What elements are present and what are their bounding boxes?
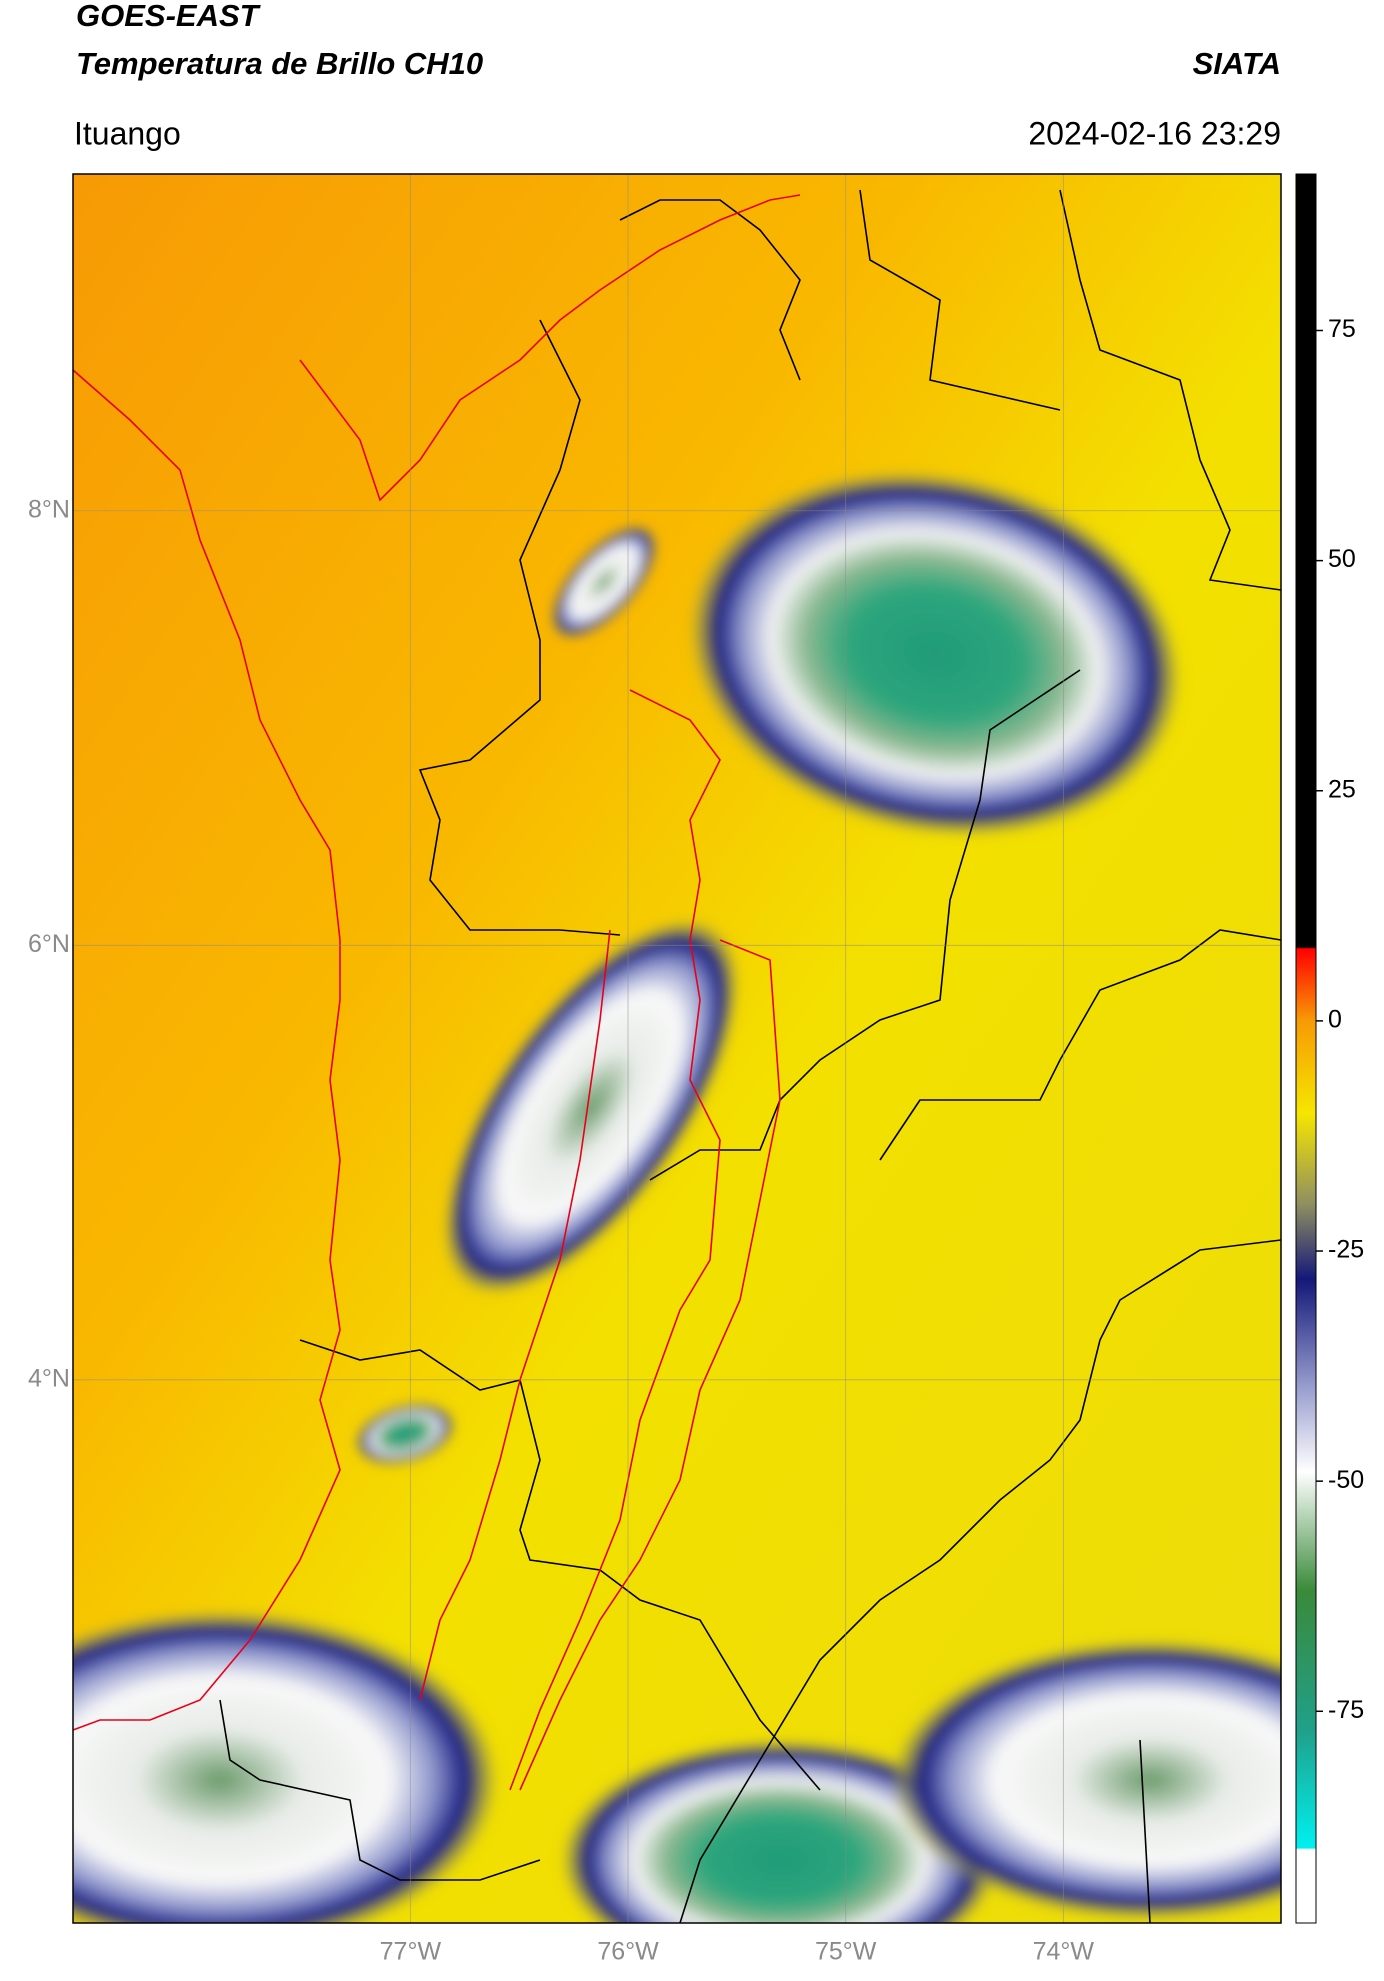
borders	[219, 189, 1281, 1923]
border	[299, 1339, 821, 1791]
x-tick-label: 74°W	[1033, 1938, 1095, 1966]
colorbar-tick-label: 50	[1328, 545, 1356, 573]
subtitle: Temperatura de Brillo CH10	[76, 46, 483, 81]
axes: 77°W 76°W 75°W 74°W 8°N 6°N 4°N 75 50 25 0 -25 -50 -7…	[28, 315, 1364, 1966]
map	[73, 174, 1281, 1923]
y-tick-label: 6°N	[28, 930, 70, 958]
timestamp: 2024-02-16 23:29	[1028, 115, 1281, 151]
x-tick-label: 76°W	[597, 1938, 659, 1966]
cloud	[356, 1404, 454, 1464]
y-tick-label: 8°N	[28, 495, 70, 523]
colorbar-tick-label: 0	[1328, 1005, 1342, 1033]
border	[219, 1699, 541, 1881]
cloud	[442, 918, 740, 1296]
border	[879, 929, 1281, 1161]
cloud	[551, 525, 657, 639]
border	[679, 1239, 1281, 1923]
cloud	[560, 1740, 1000, 1923]
river	[419, 929, 611, 1701]
source: SIATA	[1193, 46, 1281, 81]
cloud	[73, 1610, 500, 1923]
border	[1059, 189, 1281, 591]
colorbar-tick-label: -50	[1328, 1466, 1364, 1494]
border	[649, 669, 1081, 1181]
border	[418, 319, 621, 936]
coastline	[73, 369, 341, 1731]
colorbar	[1295, 173, 1317, 1924]
river	[509, 689, 721, 1791]
rivers-coast	[73, 194, 801, 1791]
colorbar-tick-label: -75	[1328, 1696, 1364, 1724]
colorbar-tick-label: 75	[1328, 315, 1356, 343]
coastline	[299, 194, 801, 502]
colorbar-tick-label: 25	[1328, 775, 1356, 803]
border	[1139, 1739, 1151, 1923]
grid	[73, 174, 1281, 1923]
colorbar-tick-label: -25	[1328, 1236, 1364, 1264]
y-tick-label: 4°N	[28, 1364, 70, 1392]
x-tick-label: 75°W	[815, 1938, 877, 1966]
cloud	[687, 470, 1183, 838]
border	[859, 189, 1061, 411]
cloud-layer	[73, 470, 1281, 1923]
river	[519, 939, 781, 1791]
title: GOES-EAST	[76, 0, 262, 33]
cloud	[890, 1640, 1281, 1920]
x-tick-label: 77°W	[380, 1938, 442, 1966]
location: Ituango	[74, 115, 181, 151]
map-frame	[72, 173, 1282, 1924]
border	[619, 199, 801, 381]
